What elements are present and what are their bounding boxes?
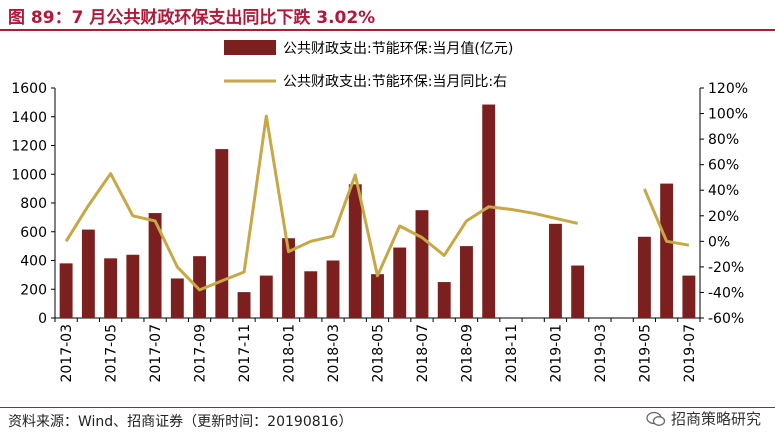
y-right-tick-label: 60% <box>708 158 739 174</box>
source-note: 资料来源：Wind、招商证券（更新时间：20190816） <box>8 414 353 430</box>
x-tick-label: 2018-07 <box>415 324 431 383</box>
bar <box>193 256 207 318</box>
x-tick-label: 2017-03 <box>59 324 75 383</box>
bar <box>348 184 362 318</box>
bar <box>482 104 496 318</box>
bar <box>637 236 651 318</box>
y-left-tick-label: 1000 <box>11 167 47 183</box>
bar <box>326 260 340 318</box>
y-right-tick-label: 40% <box>708 183 739 199</box>
bar <box>548 223 562 318</box>
y-right-tick-label: -40% <box>708 285 744 301</box>
x-tick-label: 2018-03 <box>326 324 342 383</box>
y-left-tick-label: 1200 <box>11 139 47 155</box>
legend-swatch-bar <box>224 40 276 55</box>
x-tick-label: 2019-07 <box>682 324 698 383</box>
bar <box>282 238 295 318</box>
bar <box>170 278 184 318</box>
x-tick-label: 2017-11 <box>237 324 253 383</box>
bar <box>660 183 674 318</box>
legend-label-line: 公共财政支出:节能环保:当月同比:右 <box>283 74 507 90</box>
bar <box>148 213 162 318</box>
x-tick-label: 2017-07 <box>148 324 164 383</box>
watermark-text: 招商策略研究 <box>670 410 761 428</box>
chart-area: 0 200 400 600 800 1000 1200 1400 1600 -60% -40% -20… <box>11 40 748 383</box>
y-right-tick-label: 20% <box>708 209 739 225</box>
y-left-tick-label: 800 <box>20 196 47 212</box>
x-tick-label: 2018-11 <box>504 324 520 383</box>
y-right-tick-label: -60% <box>708 311 744 327</box>
y-left-tick-label: 0 <box>38 311 47 327</box>
x-tick-label: 2019-01 <box>548 324 564 383</box>
y-left-tick-label: 400 <box>20 254 47 270</box>
bar <box>237 292 251 318</box>
yoy-line <box>64 114 579 292</box>
y-right-tick-label: 80% <box>708 132 739 148</box>
x-tick-label: 2017-05 <box>104 324 120 383</box>
x-tick-label: 2019-05 <box>637 324 653 383</box>
bar <box>393 247 407 318</box>
legend-label-bar: 公共财政支出:节能环保:当月值(亿元) <box>283 41 513 57</box>
bar <box>682 275 696 318</box>
x-tick-label: 2018-05 <box>371 324 387 383</box>
bar <box>259 275 273 318</box>
y-right-tick-label: 100% <box>708 107 748 123</box>
bar <box>126 254 140 318</box>
bar <box>460 246 473 318</box>
y-left-tick-label: 1600 <box>11 81 47 97</box>
bar <box>571 265 585 318</box>
y-left-tick-label: 200 <box>20 282 47 298</box>
y-right-tick-label: 120% <box>708 81 748 97</box>
bar <box>81 229 95 318</box>
figure-title: 图 89：7 月公共财政环保支出同比下跌 3.02% <box>8 8 376 28</box>
y-right-tick-label: -20% <box>708 260 744 276</box>
bar <box>415 210 429 318</box>
wechat-icon <box>646 411 666 426</box>
x-tick-label: 2018-09 <box>459 324 475 383</box>
yoy-line <box>643 188 690 247</box>
bar <box>104 258 118 318</box>
bar <box>59 263 73 318</box>
bar <box>304 271 318 318</box>
y-left-tick-label: 600 <box>20 225 47 241</box>
watermark: 招商策略研究 <box>646 408 761 429</box>
bar <box>437 282 451 318</box>
y-right-tick-label: 0% <box>708 234 730 250</box>
y-left-tick-label: 1400 <box>11 110 47 126</box>
source-divider <box>0 407 775 408</box>
bar <box>215 149 229 318</box>
title-divider <box>0 29 775 31</box>
x-tick-label: 2019-03 <box>593 324 609 383</box>
bar <box>371 274 384 318</box>
x-tick-label: 2017-09 <box>193 324 209 383</box>
x-tick-label: 2018-01 <box>282 324 298 383</box>
